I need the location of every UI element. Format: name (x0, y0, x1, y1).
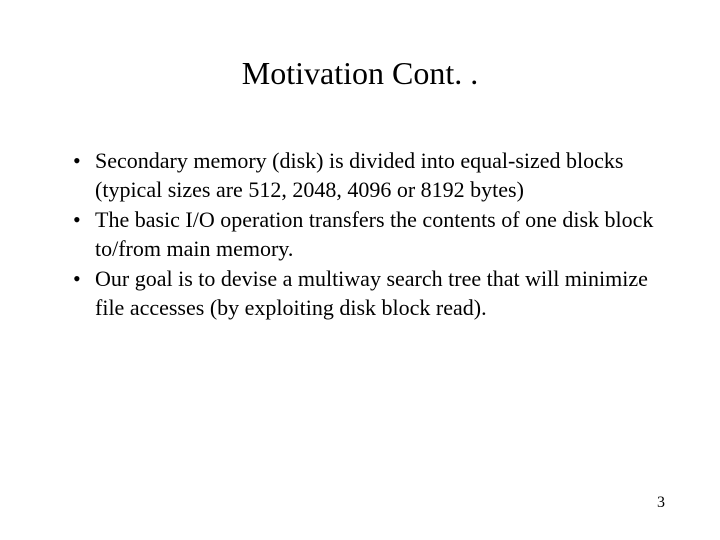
slide-title: Motivation Cont. . (55, 55, 665, 92)
list-item: Secondary memory (disk) is divided into … (73, 147, 665, 204)
list-item: Our goal is to devise a multiway search … (73, 265, 665, 322)
list-item: The basic I/O operation transfers the co… (73, 206, 665, 263)
bullet-list: Secondary memory (disk) is divided into … (55, 147, 665, 323)
slide-container: Motivation Cont. . Secondary memory (dis… (0, 0, 720, 540)
page-number: 3 (657, 494, 665, 512)
